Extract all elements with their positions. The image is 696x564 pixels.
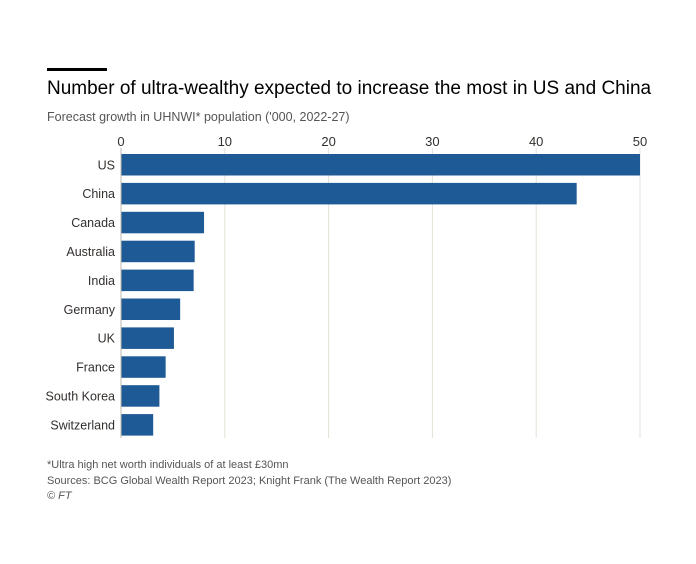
category-label: South Korea [46, 389, 116, 403]
copyright: © FT [47, 490, 72, 502]
category-label: China [82, 187, 115, 201]
chart-title: Number of ultra-wealthy expected to incr… [47, 78, 652, 99]
title-rule [47, 68, 107, 71]
x-tick-label: 30 [425, 134, 439, 149]
category-label: India [88, 274, 115, 288]
bar [121, 356, 166, 378]
bar [121, 182, 577, 205]
category-label: France [76, 361, 115, 375]
x-tick-label: 40 [529, 134, 543, 149]
bar [121, 240, 195, 263]
bar [121, 154, 640, 176]
x-tick-label: 20 [321, 134, 335, 149]
bar [121, 298, 181, 320]
x-tick-label: 0 [117, 134, 124, 149]
bar [121, 327, 174, 349]
sources: Sources: BCG Global Wealth Report 2023; … [47, 474, 452, 487]
category-label: Australia [66, 245, 115, 259]
bar [121, 414, 154, 436]
bar [121, 269, 194, 292]
x-tick-label: 10 [218, 134, 232, 149]
chart-subtitle: Forecast growth in UHNWI* population ('0… [47, 110, 350, 124]
category-label: Canada [71, 216, 115, 230]
category-label: US [98, 158, 115, 172]
category-label: UK [98, 332, 116, 346]
category-label: Germany [64, 303, 116, 317]
footnote: *Ultra high net worth individuals of at … [47, 459, 289, 471]
x-tick-label: 50 [633, 134, 647, 149]
category-label: Switzerland [50, 418, 115, 432]
bar [121, 385, 160, 407]
bar [121, 211, 205, 234]
chart-footer: *Ultra high net worth individuals of at … [47, 458, 451, 505]
